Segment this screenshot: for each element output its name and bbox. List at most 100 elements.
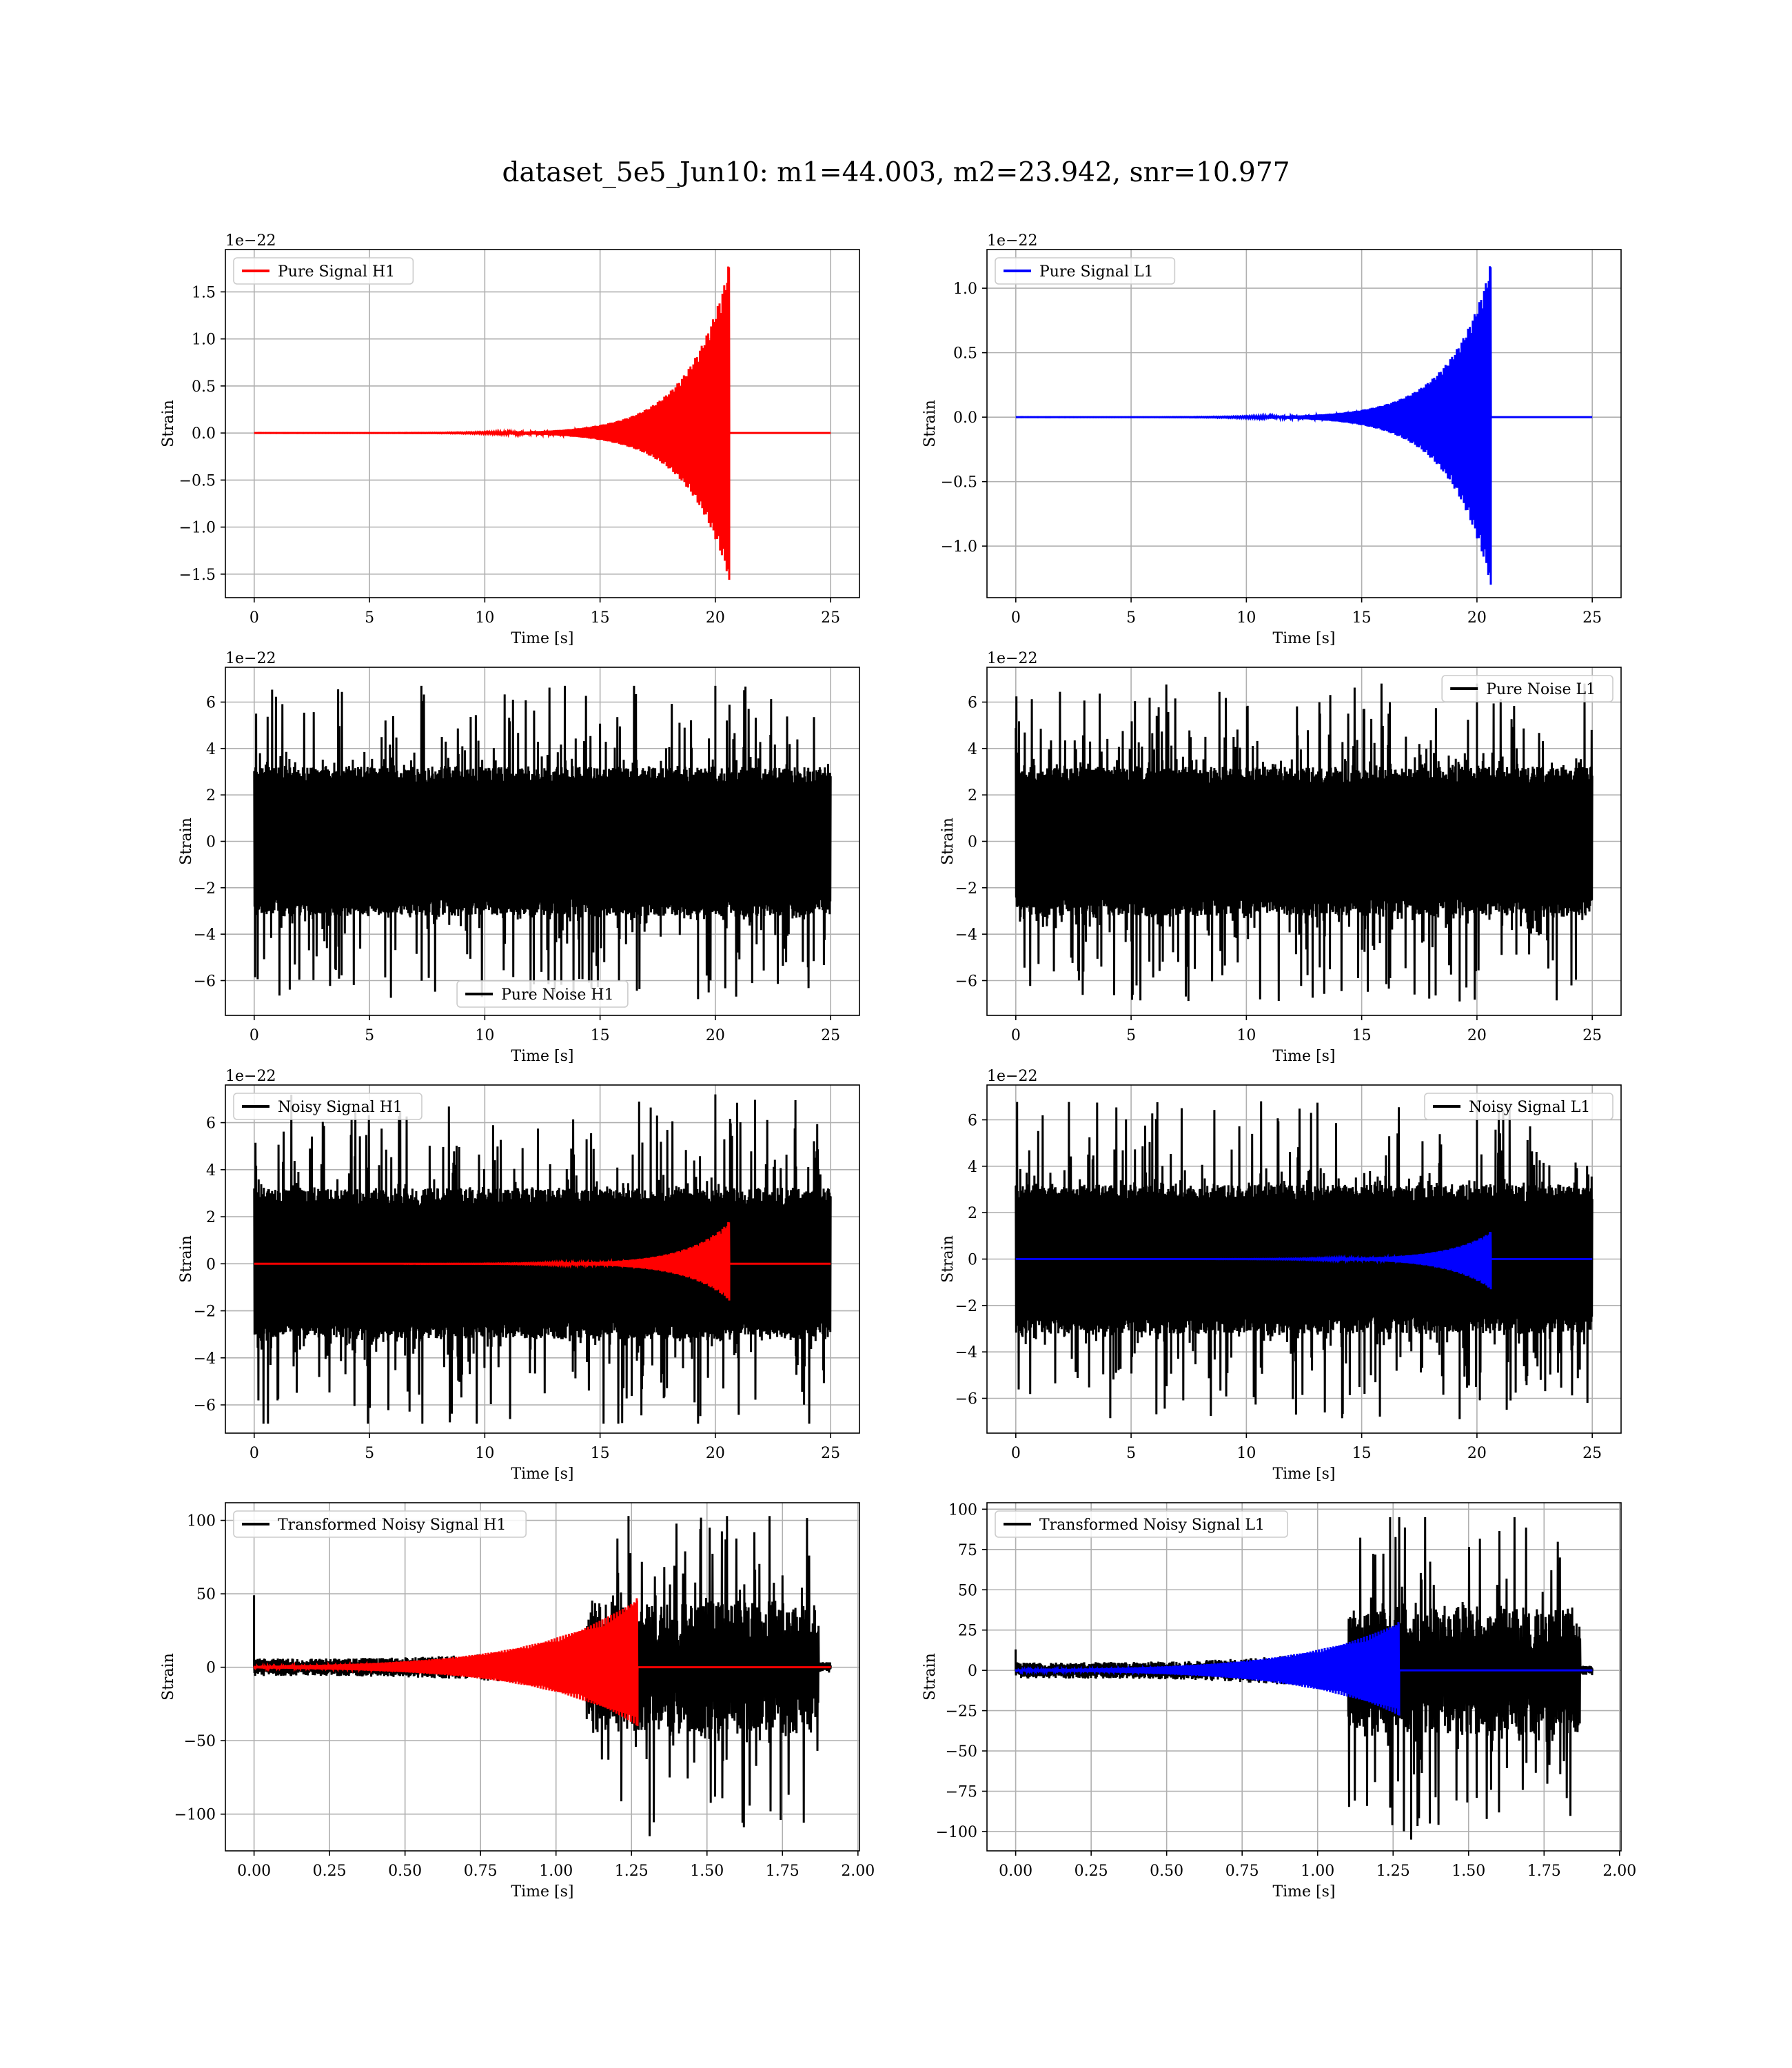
y-tick-label: −1.0 [941,538,977,556]
series-line [254,1221,831,1301]
axes-frame [225,249,860,598]
x-tick-label: 0.25 [313,1863,347,1880]
y-tick-label: 100 [948,1501,977,1519]
y-tick-label: −50 [184,1733,216,1750]
chart-panel-pure-signal-l1: 0 5 10 15 20 25 −1.0 −0.5 0.0 0.5 1.0 Time [s] Strai… [922,232,1622,647]
series-line [253,685,832,1000]
x-tick-label: 0 [250,1445,259,1462]
y-tick-label: 2 [968,1205,977,1222]
series-line [253,1094,832,1424]
x-tick-label: 15 [591,1027,610,1044]
y-axis-label: Strain [160,1653,177,1701]
offset-text: 1e−22 [987,1068,1037,1085]
legend-frame [1441,675,1613,702]
y-tick-label: 0.0 [953,409,977,427]
x-tick-label: 0.75 [464,1863,498,1880]
chart-panel-noisy-signal-l1: 0 5 10 15 20 25 −6 −4 −2 0 2 4 6 Time [s] Strain 1e−22 N… [939,1068,1622,1483]
legend-label: Pure Noise L1 [1486,681,1596,698]
y-tick-label: 0 [206,1256,216,1273]
series-line [253,1598,831,1726]
y-tick-label: 2 [206,787,216,804]
y-tick-label: −100 [174,1807,216,1824]
x-tick-label: 10 [475,609,494,627]
legend-frame [233,1093,422,1120]
y-tick-label: 4 [968,1159,977,1176]
x-tick-label: 10 [1236,609,1256,627]
x-tick-label: 10 [1236,1445,1256,1462]
x-axis-label: Time [s] [1272,1466,1335,1483]
chart-panel-pure-signal-h1: 0 5 10 15 20 25 −1.5 −1.0 −0.5 0.0 0.5 1.0 1.5 Time [… [160,232,860,647]
x-axis-label: Time [s] [511,1048,573,1065]
offset-text: 1e−22 [225,650,276,667]
x-tick-label: 20 [1467,609,1487,627]
offset-text: 1e−22 [225,1068,276,1085]
y-tick-label: −6 [194,973,216,991]
legend-frame [233,1510,527,1538]
x-tick-label: 1.75 [766,1863,800,1880]
x-tick-label: 1.25 [1376,1863,1410,1880]
y-axis-label: Strain [939,818,957,865]
chart-panel-pure-noise-h1: 0 5 10 15 20 25 −6 −4 −2 0 2 4 6 Time [s] Strain 1e−22 P… [178,650,860,1065]
legend: Pure Noise L1 [1441,675,1613,702]
y-tick-label: 2 [968,787,977,804]
y-tick-label: 4 [206,741,216,758]
y-tick-label: 1.0 [953,281,977,298]
series-line [1015,683,1594,1002]
x-tick-label: 10 [475,1445,494,1462]
y-axis-label: Strain [178,1235,195,1283]
x-tick-label: 0.00 [237,1863,271,1880]
legend-frame [995,1510,1289,1538]
x-tick-label: 25 [821,609,840,627]
legend: Noisy Signal L1 [1424,1093,1613,1120]
x-tick-label: 10 [1236,1027,1256,1044]
y-axis-label: Strain [160,400,177,447]
legend-label: Pure Signal H1 [278,263,395,281]
x-axis-label: Time [s] [1272,1048,1335,1065]
x-tick-label: 0 [1011,1027,1021,1044]
y-axis-label: Strain [922,1653,939,1701]
legend-label: Noisy Signal L1 [1469,1099,1590,1116]
x-axis-label: Time [s] [511,630,573,647]
x-tick-label: 5 [365,1445,374,1462]
x-tick-label: 15 [591,609,610,627]
y-tick-label: 1.5 [192,284,216,301]
y-tick-label: 0 [206,834,216,851]
y-tick-label: 6 [968,695,977,712]
y-tick-label: 100 [187,1513,216,1530]
x-tick-label: 25 [821,1445,840,1462]
y-tick-label: −0.5 [179,472,216,489]
y-tick-label: −2 [955,1298,977,1315]
x-tick-label: 2.00 [841,1863,875,1880]
x-tick-label: 0 [1011,1445,1021,1462]
x-tick-label: 0.00 [999,1863,1032,1880]
legend-label: Transformed Noisy Signal L1 [1039,1517,1265,1534]
y-axis-label: Strain [178,818,195,865]
x-tick-label: 15 [1352,1027,1372,1044]
x-tick-label: 15 [591,1445,610,1462]
y-tick-label: −1.0 [179,520,216,537]
x-tick-label: 0.75 [1225,1863,1259,1880]
legend-label: Noisy Signal H1 [278,1099,403,1116]
y-tick-label: 6 [206,695,216,712]
x-tick-label: 20 [1467,1445,1487,1462]
axes-frame [225,1084,860,1434]
x-tick-label: 5 [1126,1027,1136,1044]
x-tick-label: 15 [1352,1445,1372,1462]
y-tick-label: −100 [936,1824,977,1841]
x-tick-label: 1.00 [1301,1863,1334,1880]
y-tick-label: 4 [206,1162,216,1179]
x-tick-label: 0 [250,1027,259,1044]
x-axis-label: Time [s] [511,1883,573,1900]
series-line [1015,266,1593,585]
series-line [1015,1622,1593,1716]
x-tick-label: 15 [1352,609,1372,627]
x-axis-label: Time [s] [511,1466,573,1483]
y-axis-label: Strain [939,1235,957,1283]
x-tick-label: 1.50 [1452,1863,1485,1880]
y-tick-label: −50 [946,1743,977,1761]
x-axis-label: Time [s] [1272,630,1335,647]
legend-label: Pure Signal L1 [1039,263,1154,281]
x-tick-label: 20 [706,1027,725,1044]
legend: Noisy Signal H1 [233,1093,422,1120]
